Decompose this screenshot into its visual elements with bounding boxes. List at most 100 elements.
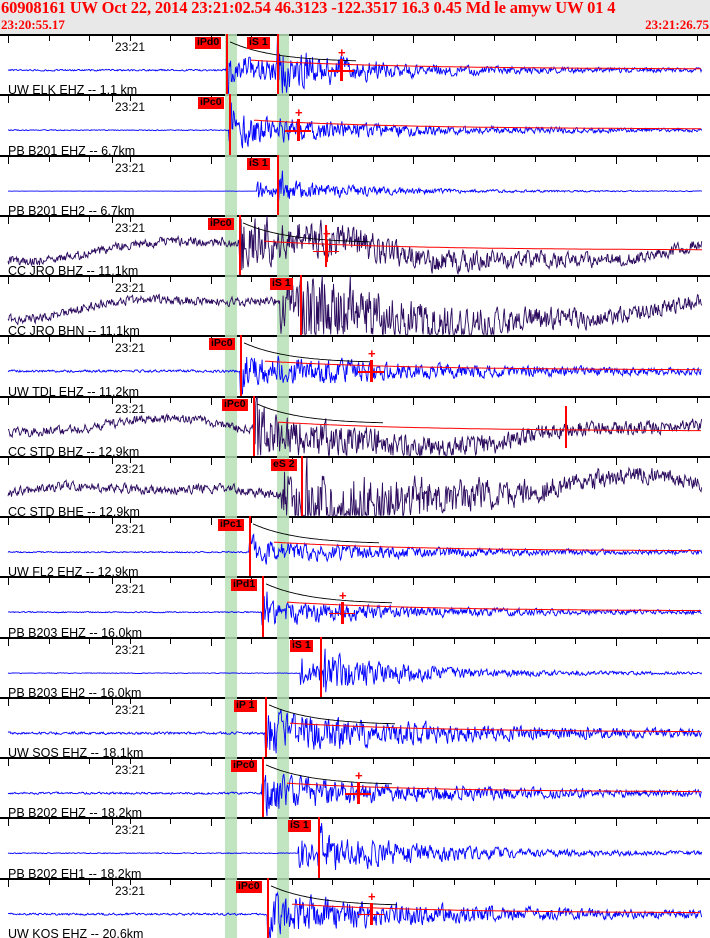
minute-tick-label: 23:21 (112, 336, 145, 355)
amplitude-plus-icon: + (355, 768, 363, 784)
event-title: 60908161 UW Oct 22, 2014 23:21:02.54 46.… (1, 0, 616, 17)
station-label: CC STD BHZ -- 12.9km (8, 444, 140, 456)
p-pick-line[interactable] (262, 757, 264, 818)
time-window-shade (225, 275, 237, 336)
station-label: UW SOS EHZ -- 18.1km (8, 746, 144, 758)
amplitude-crossbar (329, 612, 355, 615)
p-pick-label[interactable]: iPd0 (195, 36, 222, 49)
amplitude-crossbar (285, 130, 311, 132)
amplitude-marker[interactable] (325, 224, 327, 268)
time-window-shade (225, 335, 237, 396)
s-pick-label[interactable]: iS 1 (288, 819, 311, 833)
p-pick-line[interactable] (249, 516, 251, 577)
station-label: CC STD BHE -- 12.9km (8, 505, 140, 517)
waveform (7, 342, 702, 396)
time-window-shade (277, 877, 289, 938)
trace-panel[interactable]: 23:21 iPc1 UW FL2 EHZ -- 12.9km (0, 516, 710, 577)
trace-panel[interactable]: 23:21 iP 1 UW SOS EHZ -- 18.1km (0, 696, 710, 758)
p-pick-label[interactable]: iPc0 (236, 879, 262, 893)
s-pick-label[interactable]: iS 1 (270, 277, 293, 291)
time-axis-ticks (0, 214, 710, 224)
s-pick-label[interactable]: iS 1 (247, 36, 270, 49)
trace-panel[interactable]: 23:21 iPc0 + PB B201 EHZ -- 6.7km (0, 94, 710, 155)
trace-panel[interactable]: 23:21 iS 1 CC JRO BHN -- 11.1km (0, 275, 710, 336)
s-pick-label[interactable]: iS 1 (247, 156, 270, 170)
p-pick-line[interactable] (229, 94, 231, 155)
trace-panel[interactable]: 23:21 iPc0 + UW TDL EHZ -- 11.2km (0, 335, 710, 396)
s-pick-label[interactable]: eS 2 (271, 457, 297, 471)
panel-divider (0, 877, 710, 880)
amplitude-marker[interactable] (565, 405, 567, 448)
time-axis-ticks (0, 757, 710, 767)
time-window-shade (225, 395, 237, 456)
panel-divider (0, 395, 710, 398)
time-window-shade (277, 817, 289, 878)
s-pick-line[interactable] (300, 275, 302, 336)
p-pick-line[interactable] (239, 214, 241, 276)
p-pick-label[interactable]: iPd1 (231, 578, 258, 592)
panel-divider (0, 696, 710, 699)
trace-panel[interactable]: 23:21 iPd1 + PB B203 EHZ -- 16.0km (0, 576, 710, 637)
trace-panel[interactable]: 23:21 eS 2 CC STD BHE -- 12.9km (0, 455, 710, 517)
p-pick-label[interactable]: iPc0 (222, 397, 248, 411)
amplitude-plus-icon: + (338, 45, 346, 61)
s-pick-label[interactable]: iS 1 (290, 638, 313, 652)
waveform (7, 648, 703, 692)
p-pick-line[interactable] (253, 395, 255, 456)
station-label: CC JRO BHZ -- 11.1km (8, 264, 139, 276)
panel-divider (0, 455, 710, 458)
p-pick-label[interactable]: iPc1 (218, 518, 244, 532)
amplitude-crossbar (358, 371, 384, 373)
p-pick-label[interactable]: iPc0 (208, 216, 234, 230)
p-pick-label[interactable]: iPc0 (198, 96, 224, 110)
header-bar: 60908161 UW Oct 22, 2014 23:21:02.54 46.… (0, 0, 710, 34)
trace-panel[interactable]: 23:21 iPc0 + PB B202 EHZ -- 18.2km (0, 757, 710, 818)
time-window-shade (225, 154, 237, 215)
station-label: UW TDL EHZ -- 11.2km (8, 384, 140, 396)
trace-panel[interactable]: 23:21 iS 1 PB B202 EH1 -- 18.2km (0, 817, 710, 878)
panel-divider (0, 636, 710, 639)
time-axis-ticks (0, 455, 710, 465)
p-pick-label[interactable]: iPc0 (209, 337, 235, 351)
time-axis-ticks (0, 516, 710, 526)
p-pick-line[interactable] (240, 335, 242, 396)
minute-tick-label: 23:21 (112, 517, 145, 536)
time-window-shade (225, 636, 237, 697)
waveform (7, 823, 703, 871)
waveform (7, 583, 702, 626)
waveform (7, 764, 703, 817)
trace-panel[interactable]: 23:21 iPc0 CC STD BHZ -- 12.9km (0, 395, 710, 456)
trace-panel[interactable]: 23:21 iS 1 PB B203 EH2 -- 16.0km (0, 636, 710, 697)
minute-tick-label: 23:21 (112, 396, 145, 416)
p-pick-label[interactable]: iP 1 (234, 698, 257, 712)
trace-panel[interactable]: 23:21 iPc0 + UW KOS EHZ -- 20.6km (0, 877, 710, 938)
s-pick-line[interactable] (320, 636, 322, 697)
p-pick-line[interactable] (262, 576, 264, 637)
trace-panel[interactable]: 23:21 iPd0 iS 1 + UW ELK EHZ -- 1.1 km (0, 34, 710, 95)
minute-tick-label: 23:21 (112, 35, 145, 54)
time-window-shade (225, 757, 237, 818)
s-pick-line[interactable] (318, 817, 320, 878)
time-window-shade (225, 817, 237, 878)
time-axis-ticks (0, 154, 710, 164)
station-label: UW ELK EHZ -- 1.1 km (8, 83, 138, 95)
s-pick-line[interactable] (277, 34, 279, 95)
panel-divider (0, 94, 710, 97)
amplitude-plus-icon: + (295, 105, 303, 121)
p-pick-label[interactable]: iPc0 (231, 759, 257, 773)
minute-tick-label: 23:21 (112, 758, 145, 777)
p-pick-line[interactable] (265, 696, 267, 758)
p-pick-line[interactable] (226, 34, 228, 95)
trace-panel[interactable]: 23:21 iS 1 PB B201 EH2 -- 6.7km (0, 154, 710, 215)
s-pick-line[interactable] (301, 455, 303, 517)
panel-divider (0, 576, 710, 579)
panel-divider (0, 275, 710, 278)
s-pick-line[interactable] (277, 154, 279, 215)
waveform (7, 523, 703, 565)
p-pick-line[interactable] (267, 877, 269, 938)
minute-tick-label: 23:21 (112, 818, 145, 837)
amplitude-plus-icon: + (339, 587, 347, 603)
waveform (7, 456, 703, 517)
station-label: PB B203 EH2 -- 16.0km (8, 685, 142, 697)
